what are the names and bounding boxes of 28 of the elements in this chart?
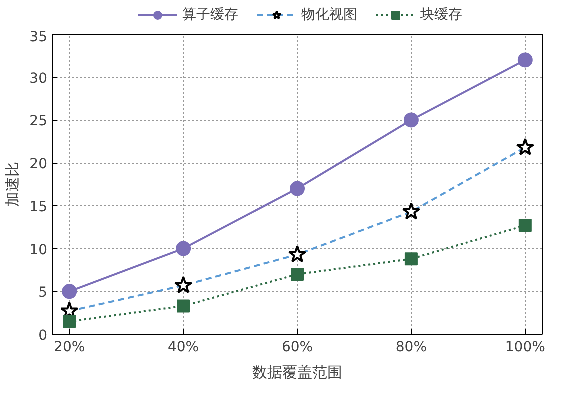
point <box>518 219 532 232</box>
point <box>290 181 305 196</box>
x-tick-label: 60% <box>282 340 314 356</box>
x-tick-label: 80% <box>396 340 428 356</box>
x-tick-label: 40% <box>168 340 200 356</box>
y-tick-label: 0 <box>38 328 48 344</box>
point <box>177 300 190 313</box>
legend-label: 算子缓存 <box>182 6 238 24</box>
y-tick-label: 35 <box>30 30 48 46</box>
y-tick-label: 30 <box>30 70 48 87</box>
point <box>518 52 533 68</box>
point <box>176 241 192 256</box>
point <box>291 268 304 281</box>
y-tick-label: 25 <box>30 114 48 130</box>
y-axis-title: 加速比 <box>4 162 22 207</box>
legend-label: 物化视图 <box>302 6 358 24</box>
y-tick-label: 15 <box>30 199 48 216</box>
legend-label: 块缓存 <box>420 6 462 24</box>
point <box>404 112 419 128</box>
y-tick-label: 5 <box>38 285 48 302</box>
x-tick-label: 100% <box>505 340 546 356</box>
point <box>63 315 76 328</box>
point <box>62 284 78 300</box>
y-tick-label: 10 <box>30 242 48 258</box>
point <box>404 252 418 266</box>
y-tick-label: 20 <box>30 156 48 173</box>
x-axis-title: 数据覆盖范围 <box>252 364 342 382</box>
x-tick-label: 20% <box>54 340 86 356</box>
